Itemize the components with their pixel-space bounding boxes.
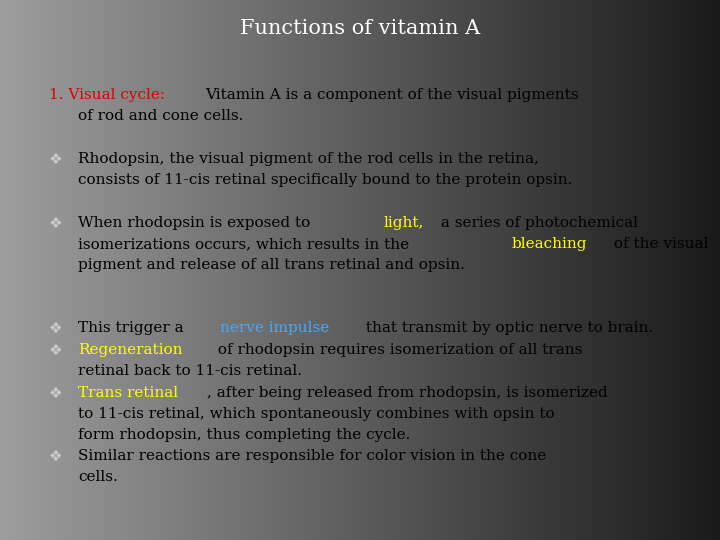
Text: This trigger a: This trigger a [78, 321, 188, 335]
Text: ❖: ❖ [49, 386, 63, 401]
Text: nerve impulse: nerve impulse [220, 321, 330, 335]
Text: a series of photochemical: a series of photochemical [436, 216, 638, 230]
Text: When rhodopsin is exposed to: When rhodopsin is exposed to [78, 216, 315, 230]
Text: Trans retinal: Trans retinal [78, 386, 178, 400]
Text: ❖: ❖ [49, 152, 63, 167]
Text: bleaching: bleaching [511, 237, 587, 251]
Text: 1. Visual cycle:: 1. Visual cycle: [49, 88, 170, 102]
Text: retinal back to 11-cis retinal.: retinal back to 11-cis retinal. [78, 364, 302, 378]
Text: Vitamin A is a component of the visual pigments: Vitamin A is a component of the visual p… [205, 88, 579, 102]
Text: light,: light, [384, 216, 424, 230]
Text: ❖: ❖ [49, 321, 63, 336]
Text: consists of 11-cis retinal specifically bound to the protein opsin.: consists of 11-cis retinal specifically … [78, 173, 572, 187]
Text: ❖: ❖ [49, 449, 63, 464]
Text: pigment and release of all trans retinal and opsin.: pigment and release of all trans retinal… [78, 258, 464, 272]
Text: , after being released from rhodopsin, is isomerized: , after being released from rhodopsin, i… [207, 386, 608, 400]
Text: of rhodopsin requires isomerization of all trans: of rhodopsin requires isomerization of a… [212, 343, 582, 357]
Text: cells.: cells. [78, 470, 117, 484]
Text: of the visual: of the visual [608, 237, 708, 251]
Text: isomerizations occurs, which results in the: isomerizations occurs, which results in … [78, 237, 414, 251]
Text: form rhodopsin, thus completing the cycle.: form rhodopsin, thus completing the cycl… [78, 428, 410, 442]
Text: of rod and cone cells.: of rod and cone cells. [78, 109, 243, 123]
Text: Rhodopsin, the visual pigment of the rod cells in the retina,: Rhodopsin, the visual pigment of the rod… [78, 152, 539, 166]
Text: ❖: ❖ [49, 216, 63, 231]
Text: Regeneration: Regeneration [78, 343, 182, 357]
Text: Similar reactions are responsible for color vision in the cone: Similar reactions are responsible for co… [78, 449, 546, 463]
Text: that transmit by optic nerve to brain.: that transmit by optic nerve to brain. [361, 321, 654, 335]
Text: Functions of vitamin A: Functions of vitamin A [240, 18, 480, 37]
Text: ❖: ❖ [49, 343, 63, 358]
Text: to 11-cis retinal, which spontaneously combines with opsin to: to 11-cis retinal, which spontaneously c… [78, 407, 554, 421]
